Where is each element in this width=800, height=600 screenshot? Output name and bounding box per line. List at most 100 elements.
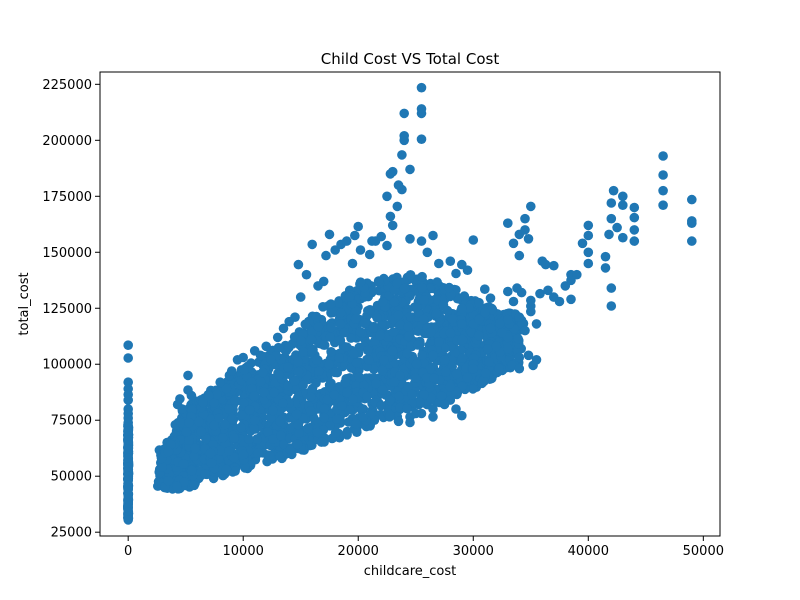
- scatter-point: [428, 350, 438, 361]
- scatter-point: [186, 390, 197, 401]
- scatter-point: [434, 258, 444, 269]
- scatter-point: [175, 394, 185, 404]
- scatter-point-cloud: [473, 330, 484, 341]
- scatter-point-cloud: [291, 409, 302, 420]
- scatter-point: [520, 325, 530, 336]
- scatter-point-cloud: [337, 401, 347, 411]
- scatter-point: [399, 131, 410, 141]
- scatter-point: [520, 225, 530, 235]
- scatter-point-cloud: [178, 459, 189, 469]
- scatter-point-cloud: [417, 271, 427, 282]
- scatter-point: [318, 276, 329, 287]
- scatter-point-cloud: [220, 419, 230, 430]
- scatter-point-cloud: [322, 394, 333, 405]
- scatter-point-cloud: [351, 358, 362, 368]
- scatter-point-cloud: [172, 481, 182, 492]
- scatter-point: [514, 352, 525, 363]
- scatter-point-cloud: [355, 327, 366, 337]
- scatter-point-cloud: [209, 398, 219, 408]
- scatter-point-cloud: [403, 381, 413, 392]
- scatter-point: [439, 355, 450, 365]
- scatter-point: [514, 250, 525, 261]
- scatter-point: [520, 213, 530, 224]
- scatter-point-cloud: [275, 416, 285, 427]
- scatter-point: [307, 239, 318, 250]
- scatter-point: [480, 307, 490, 318]
- scatter-point-cloud: [227, 414, 237, 424]
- scatter-point-cloud: [314, 366, 324, 377]
- scatter-point: [503, 286, 513, 297]
- scatter-point: [566, 294, 576, 305]
- scatter-point-cloud: [298, 347, 309, 357]
- scatter-point: [531, 319, 542, 329]
- scatter-point-cloud: [293, 419, 304, 430]
- scatter-point: [462, 265, 473, 276]
- scatter-point: [198, 397, 208, 408]
- scatter-point: [600, 263, 611, 273]
- scatter-point: [347, 258, 358, 269]
- scatter-point-cloud: [269, 387, 279, 398]
- scatter-point: [554, 296, 565, 307]
- scatter-point-cloud: [298, 380, 308, 390]
- scatter-point-cloud: [368, 323, 379, 333]
- scatter-point: [606, 283, 617, 293]
- scatter-point-cloud: [404, 331, 414, 341]
- scatter-point-cloud: [265, 413, 276, 423]
- scatter-point: [393, 180, 404, 190]
- scatter-point-cloud: [388, 327, 399, 337]
- x-tick-label: 10000: [223, 544, 264, 559]
- scatter-point-cloud: [350, 314, 361, 324]
- scatter-point: [278, 323, 289, 334]
- scatter-point: [397, 150, 407, 160]
- scatter-point: [583, 230, 594, 241]
- scatter-point-cloud: [190, 443, 201, 454]
- scatter-point-cloud: [205, 448, 216, 459]
- scatter-point-cloud: [257, 367, 268, 378]
- scatter-point-cloud: [284, 342, 294, 353]
- scatter-point-cloud: [482, 344, 493, 354]
- scatter-point: [687, 194, 697, 205]
- scatter-point: [503, 343, 513, 354]
- scatter-point-cloud: [405, 270, 416, 280]
- scatter-point: [451, 268, 461, 279]
- scatter-point-cloud: [365, 305, 375, 315]
- y-tick-label: 50000: [51, 470, 92, 485]
- scatter-point: [508, 296, 519, 307]
- scatter-point: [215, 377, 225, 388]
- scatter-point: [618, 232, 628, 243]
- scatter-point-cloud: [362, 391, 373, 402]
- scatter-point-cloud: [363, 355, 374, 365]
- scatter-point-cloud: [289, 376, 300, 386]
- scatter-point-cloud: [194, 416, 204, 427]
- scatter-point: [353, 221, 364, 232]
- scatter-point: [439, 399, 450, 410]
- scatter-point-cloud: [209, 420, 219, 431]
- scatter-point-cloud: [417, 282, 427, 293]
- scatter-point-cloud: [392, 278, 402, 289]
- scatter-point: [387, 220, 398, 231]
- scatter-point: [514, 312, 525, 323]
- scatter-point-cloud: [279, 439, 289, 450]
- scatter-point: [618, 191, 628, 202]
- scatter-point-cloud: [221, 383, 232, 394]
- scatter-point-cloud: [278, 398, 288, 409]
- scatter-point-cloud: [507, 360, 517, 371]
- scatter-point-cloud: [294, 428, 304, 438]
- scatter-point: [255, 350, 266, 361]
- scatter-point: [658, 185, 668, 196]
- scatter-point: [606, 301, 617, 311]
- scatter-point-cloud: [425, 327, 436, 338]
- scatter-point: [497, 328, 507, 338]
- scatter-point: [577, 238, 588, 249]
- scatter-point-cloud: [335, 308, 346, 318]
- scatter-point-cloud: [196, 426, 207, 437]
- scatter-point-cloud: [307, 345, 318, 356]
- scatter-point-cloud: [334, 353, 345, 363]
- scatter-point-cloud: [377, 385, 388, 395]
- scatter-point-cloud: [442, 305, 453, 316]
- scatter-point-cloud: [451, 368, 462, 379]
- scatter-point-cloud: [377, 365, 388, 376]
- scatter-point: [177, 404, 187, 414]
- scatter-point-cloud: [484, 357, 494, 367]
